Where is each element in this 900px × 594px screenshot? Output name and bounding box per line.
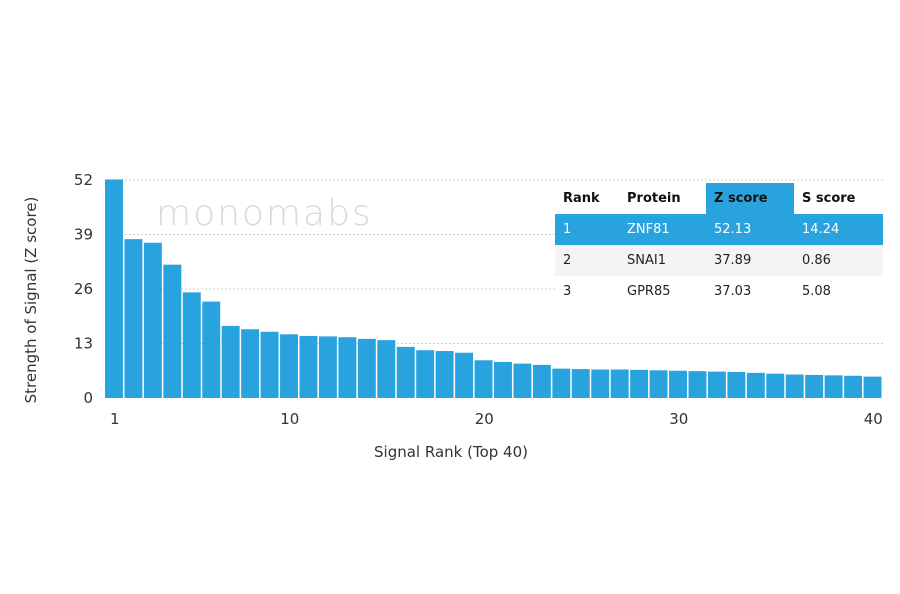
bar-rank-5 bbox=[182, 292, 201, 398]
bar-rank-24 bbox=[552, 368, 571, 398]
cell-z-score: 37.89 bbox=[706, 245, 794, 276]
table-header-row: Rank Protein Z score S score bbox=[555, 183, 883, 214]
cell-s-score: 5.08 bbox=[802, 284, 831, 299]
bar-rank-20 bbox=[474, 360, 493, 398]
bar-rank-27 bbox=[610, 369, 629, 398]
table-row: 3 GPR85 37.03 5.08 bbox=[555, 276, 883, 307]
bar-rank-1 bbox=[105, 179, 123, 398]
bar-rank-40 bbox=[863, 376, 882, 398]
bar-rank-11 bbox=[299, 335, 318, 398]
bar-rank-17 bbox=[416, 350, 435, 398]
x-tick-label: 1 bbox=[110, 410, 120, 428]
header-rank: Rank bbox=[563, 191, 600, 206]
cell-rank: 1 bbox=[555, 214, 619, 245]
bar-rank-12 bbox=[318, 336, 337, 398]
bar-rank-36 bbox=[785, 374, 804, 398]
cell-rank: 2 bbox=[555, 245, 619, 276]
bar-rank-8 bbox=[241, 329, 260, 398]
bar-rank-39 bbox=[844, 375, 863, 398]
x-tick-label: 10 bbox=[280, 410, 299, 428]
cell-z-score: 52.13 bbox=[706, 214, 794, 245]
cell-s-score: 14.24 bbox=[794, 214, 883, 245]
x-axis-label: Signal Rank (Top 40) bbox=[374, 443, 528, 461]
header-z-score: Z score bbox=[706, 183, 794, 214]
bar-rank-38 bbox=[824, 375, 843, 398]
bar-rank-28 bbox=[630, 369, 649, 398]
cell-rank: 3 bbox=[563, 284, 572, 299]
bar-rank-2 bbox=[124, 239, 143, 398]
cell-z-score: 37.03 bbox=[714, 284, 752, 299]
bar-rank-6 bbox=[202, 301, 221, 398]
header-s-score: S score bbox=[802, 191, 856, 206]
bar-rank-35 bbox=[766, 373, 785, 398]
bar-rank-30 bbox=[669, 370, 687, 398]
header-protein: Protein bbox=[627, 191, 681, 206]
bar-rank-25 bbox=[571, 369, 590, 398]
x-tick-label: 30 bbox=[669, 410, 688, 428]
bar-rank-7 bbox=[221, 325, 240, 398]
y-tick-label: 26 bbox=[74, 280, 93, 298]
bar-rank-26 bbox=[591, 369, 610, 398]
table-row: 1 ZNF81 52.13 14.24 bbox=[555, 214, 883, 245]
bar-rank-37 bbox=[805, 374, 824, 398]
bar-rank-29 bbox=[649, 370, 668, 398]
x-tick-label: 20 bbox=[475, 410, 494, 428]
bar-rank-31 bbox=[688, 371, 707, 398]
cell-protein: GPR85 bbox=[627, 284, 671, 299]
y-tick-labels: 0 13 26 39 52 bbox=[74, 171, 93, 407]
watermark-logo: monomabs bbox=[156, 193, 373, 234]
bar-rank-18 bbox=[435, 351, 454, 398]
cell-s-score: 0.86 bbox=[794, 245, 883, 276]
cell-protein: ZNF81 bbox=[619, 214, 706, 245]
bar-rank-3 bbox=[143, 242, 162, 398]
bar-rank-34 bbox=[746, 372, 765, 398]
bar-rank-33 bbox=[727, 372, 746, 398]
bar-rank-23 bbox=[532, 364, 551, 398]
cell-protein: SNAI1 bbox=[619, 245, 706, 276]
x-tick-label: 40 bbox=[864, 410, 883, 428]
table-row: 2 SNAI1 37.89 0.86 bbox=[555, 245, 883, 276]
bar-rank-10 bbox=[280, 334, 298, 398]
score-table: Rank Protein Z score S score 1 ZNF81 52.… bbox=[555, 183, 883, 307]
y-tick-label: 13 bbox=[74, 335, 93, 353]
bar-rank-14 bbox=[357, 338, 376, 398]
y-tick-label: 52 bbox=[74, 171, 93, 189]
x-tick-labels: 1 10 20 30 40 bbox=[110, 410, 883, 428]
bar-rank-21 bbox=[494, 361, 512, 398]
bar-rank-4 bbox=[163, 264, 182, 398]
bar-rank-15 bbox=[377, 340, 396, 398]
y-axis-label: Strength of Signal (Z score) bbox=[22, 197, 40, 404]
bar-rank-13 bbox=[338, 337, 357, 398]
y-tick-label: 39 bbox=[74, 226, 93, 244]
watermark-text: monomabs bbox=[156, 193, 373, 234]
bar-rank-19 bbox=[455, 352, 474, 398]
bar-rank-32 bbox=[707, 371, 726, 398]
y-tick-label: 0 bbox=[83, 389, 93, 407]
bar-rank-22 bbox=[513, 363, 532, 398]
bar-rank-9 bbox=[260, 331, 279, 398]
bars bbox=[105, 179, 882, 398]
bar-rank-16 bbox=[396, 346, 415, 398]
